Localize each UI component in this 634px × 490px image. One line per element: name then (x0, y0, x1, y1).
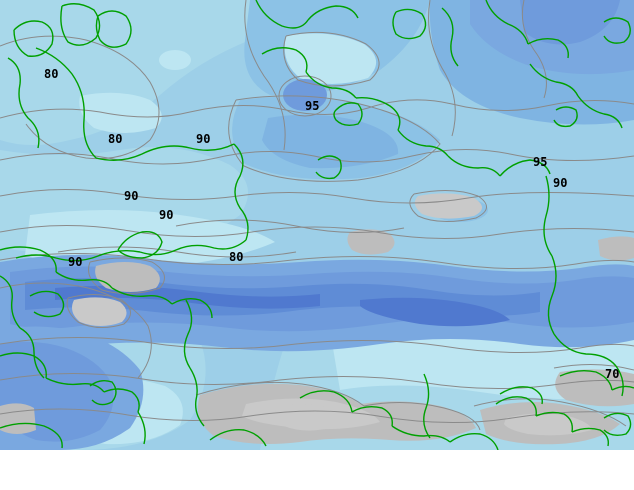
contour-label: 95 (533, 155, 548, 169)
contour-label: 95 (305, 99, 320, 113)
contour-label: 80 (44, 67, 59, 81)
contour-label: 90 (553, 176, 568, 190)
contour-label: 80 (108, 132, 123, 146)
relative-humidity-contour-map[interactable]: 80 80 90 95 90 90 80 90 95 90 70 (0, 0, 634, 450)
contour-label: 90 (68, 255, 83, 269)
coastlines (0, 0, 634, 450)
contour-label: 90 (196, 132, 211, 146)
contour-label: 90 (159, 208, 174, 222)
humidity-fill-bands (0, 0, 634, 450)
contour-label: 80 (229, 250, 244, 264)
contour-label: 70 (605, 367, 620, 381)
map-footer: RH 925 hPa [%] ECMWF We 29-01-2025 15:00… (0, 450, 634, 490)
contour-label: 90 (124, 189, 139, 203)
isoline-contours (0, 0, 634, 431)
